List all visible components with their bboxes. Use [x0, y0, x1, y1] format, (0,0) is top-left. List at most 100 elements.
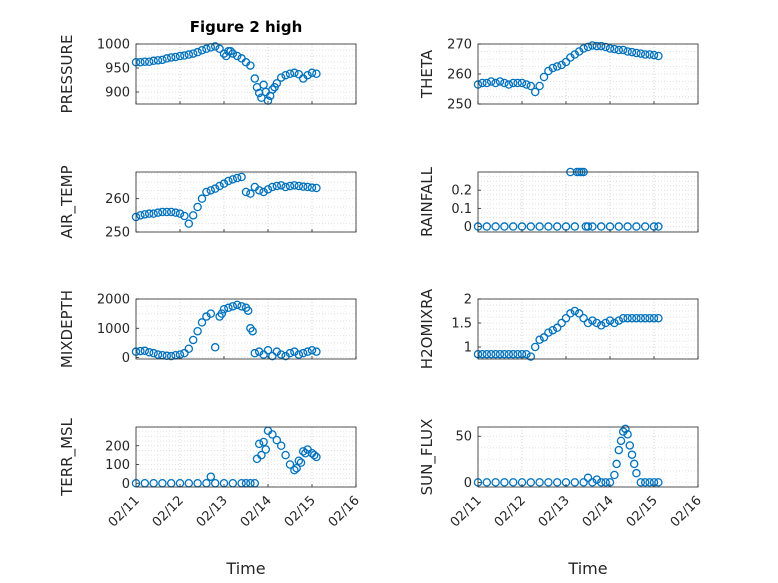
data-point: [566, 309, 575, 318]
data-point: [268, 182, 277, 192]
data-point: [180, 211, 189, 221]
data-point: [583, 222, 593, 231]
data-point: [574, 309, 584, 318]
data-point: [224, 176, 233, 186]
data-point: [522, 349, 531, 359]
data-point: [557, 318, 566, 328]
data-point: [226, 46, 235, 56]
data-point: [290, 68, 299, 78]
x-tick-label: 02/14: [580, 493, 617, 530]
data-point: [539, 333, 549, 342]
y-axis-label: H2OMIXRA: [418, 288, 436, 369]
data-point: [294, 350, 304, 359]
data-point: [632, 313, 641, 323]
data-point: [649, 313, 659, 323]
subplot-theta: 270 260 250 THETA: [418, 38, 699, 113]
data-point: [153, 56, 163, 65]
data-point: [294, 456, 304, 465]
data-point: [162, 207, 172, 217]
data-point: [552, 62, 562, 71]
data-point: [219, 179, 229, 188]
grid-lines: [135, 172, 357, 233]
data-point: [623, 430, 632, 439]
data-point: [588, 41, 597, 50]
data-point: [640, 313, 650, 323]
data-point: [219, 304, 229, 314]
data-point: [513, 349, 522, 359]
data-point: [303, 182, 312, 192]
data-point: [535, 335, 544, 345]
data-point: [175, 209, 185, 218]
data-point: [539, 72, 549, 82]
x-tick-label: 02/12: [150, 493, 187, 530]
data-point: [627, 313, 637, 323]
data-point: [616, 436, 626, 446]
data-point: [601, 42, 610, 52]
data-point: [596, 222, 606, 231]
data-point: [601, 478, 610, 487]
x-tick-label: 02/11: [448, 493, 485, 530]
data-point: [500, 78, 509, 88]
data-point: [495, 77, 505, 86]
data-point: [206, 472, 216, 481]
data-point: [250, 74, 260, 83]
data-point: [202, 187, 211, 197]
data-point: [166, 351, 176, 361]
axes-frame: [477, 298, 699, 360]
y-tick-label: 2000: [97, 293, 130, 308]
data-point: [217, 309, 227, 318]
data-point: [276, 441, 286, 450]
data-point: [312, 347, 321, 356]
axes-frame: [135, 171, 357, 233]
data-point: [561, 313, 571, 323]
data-point: [285, 181, 295, 191]
data-point: [312, 183, 321, 193]
data-point: [636, 478, 646, 487]
data-point: [149, 56, 158, 66]
data-point: [281, 182, 290, 192]
data-point: [588, 478, 597, 487]
data-point: [592, 41, 602, 51]
data-point: [605, 44, 615, 53]
data-point: [478, 349, 487, 359]
data-point: [500, 222, 509, 231]
data-point: [206, 186, 216, 195]
data-point: [500, 478, 509, 487]
data-point: [140, 57, 150, 67]
data-point: [206, 309, 216, 318]
data-point: [162, 54, 172, 63]
data-point: [588, 316, 597, 325]
data-point: [254, 439, 264, 449]
data-point: [171, 52, 180, 62]
data-point: [544, 222, 553, 231]
data-point: [309, 450, 319, 460]
data-point: [508, 222, 518, 231]
x-tick-label: 02/15: [282, 493, 319, 530]
data-point: [215, 44, 224, 54]
data-point: [522, 80, 531, 89]
data-point: [627, 47, 637, 57]
data-point: [592, 318, 602, 328]
y-tick-label: 50: [455, 430, 472, 445]
data-point: [188, 211, 198, 220]
data-point: [579, 313, 588, 323]
axes-frame: [135, 298, 357, 360]
data-point: [136, 211, 145, 220]
data-point: [627, 450, 637, 459]
data-point: [548, 325, 558, 335]
data-point: [232, 51, 242, 61]
y-axis-label: AIR_TEMP: [58, 165, 77, 238]
data-point: [237, 302, 246, 311]
data-point: [640, 50, 650, 59]
data-point: [596, 478, 606, 487]
data-point: [629, 459, 639, 469]
y-tick-label: 1: [464, 341, 472, 356]
data-point: [579, 44, 588, 53]
y-tick-label: 0: [122, 351, 130, 366]
data-point: [491, 78, 500, 88]
data-point: [618, 313, 628, 323]
data-point: [654, 222, 663, 231]
data-point: [250, 348, 260, 358]
y-tick-label: 0: [122, 477, 130, 492]
data-point: [482, 349, 492, 359]
